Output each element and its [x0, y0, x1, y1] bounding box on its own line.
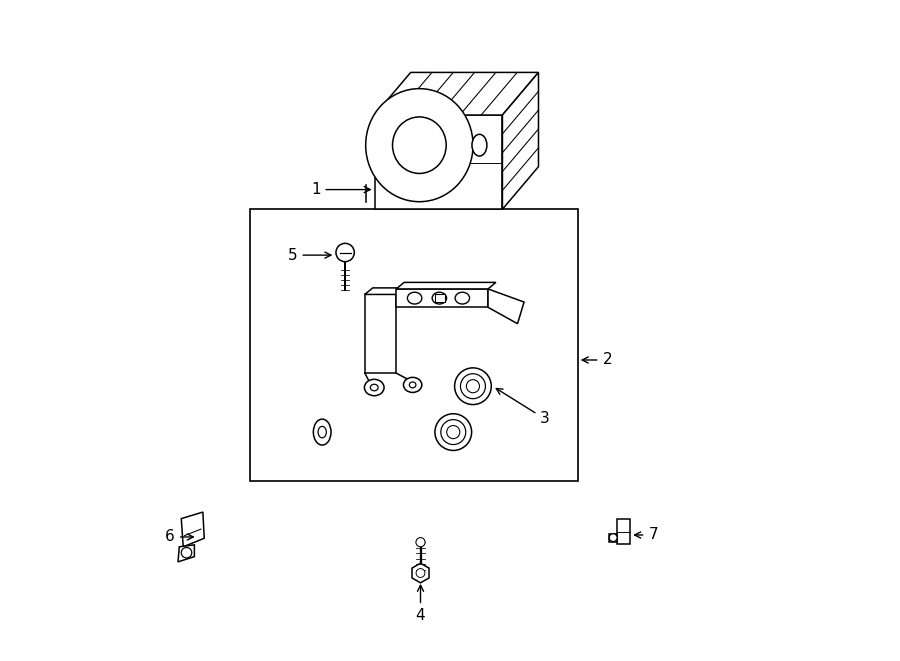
- Circle shape: [435, 414, 472, 450]
- Ellipse shape: [455, 292, 470, 304]
- Ellipse shape: [370, 384, 378, 391]
- Polygon shape: [617, 519, 630, 543]
- Polygon shape: [178, 545, 194, 562]
- Ellipse shape: [472, 134, 487, 156]
- Polygon shape: [364, 288, 404, 294]
- Ellipse shape: [313, 419, 331, 445]
- Circle shape: [416, 537, 425, 547]
- Text: 4: 4: [416, 585, 426, 623]
- Text: 5: 5: [288, 248, 331, 262]
- Ellipse shape: [318, 426, 327, 438]
- Polygon shape: [502, 73, 538, 210]
- Circle shape: [461, 373, 485, 399]
- Polygon shape: [364, 294, 396, 373]
- Ellipse shape: [410, 382, 416, 388]
- Polygon shape: [609, 533, 617, 541]
- Ellipse shape: [408, 292, 422, 304]
- Circle shape: [416, 568, 425, 578]
- Polygon shape: [412, 563, 429, 583]
- Ellipse shape: [364, 379, 384, 396]
- Ellipse shape: [432, 292, 446, 304]
- Circle shape: [441, 420, 466, 445]
- Ellipse shape: [392, 117, 446, 173]
- Text: 7: 7: [634, 527, 658, 543]
- Polygon shape: [374, 73, 538, 115]
- Text: 3: 3: [496, 389, 550, 426]
- Circle shape: [446, 426, 460, 439]
- Circle shape: [454, 368, 491, 405]
- Ellipse shape: [403, 377, 422, 393]
- Text: 1: 1: [310, 182, 370, 197]
- Ellipse shape: [365, 89, 473, 202]
- Polygon shape: [374, 115, 502, 210]
- Circle shape: [336, 243, 355, 262]
- Circle shape: [181, 547, 192, 558]
- Circle shape: [609, 533, 617, 541]
- Bar: [250, 210, 578, 481]
- Polygon shape: [396, 282, 496, 289]
- Polygon shape: [396, 289, 488, 307]
- Polygon shape: [488, 289, 524, 324]
- Circle shape: [466, 379, 480, 393]
- Polygon shape: [435, 294, 445, 302]
- Polygon shape: [181, 512, 204, 547]
- Text: 2: 2: [582, 352, 612, 368]
- Text: 6: 6: [166, 529, 194, 545]
